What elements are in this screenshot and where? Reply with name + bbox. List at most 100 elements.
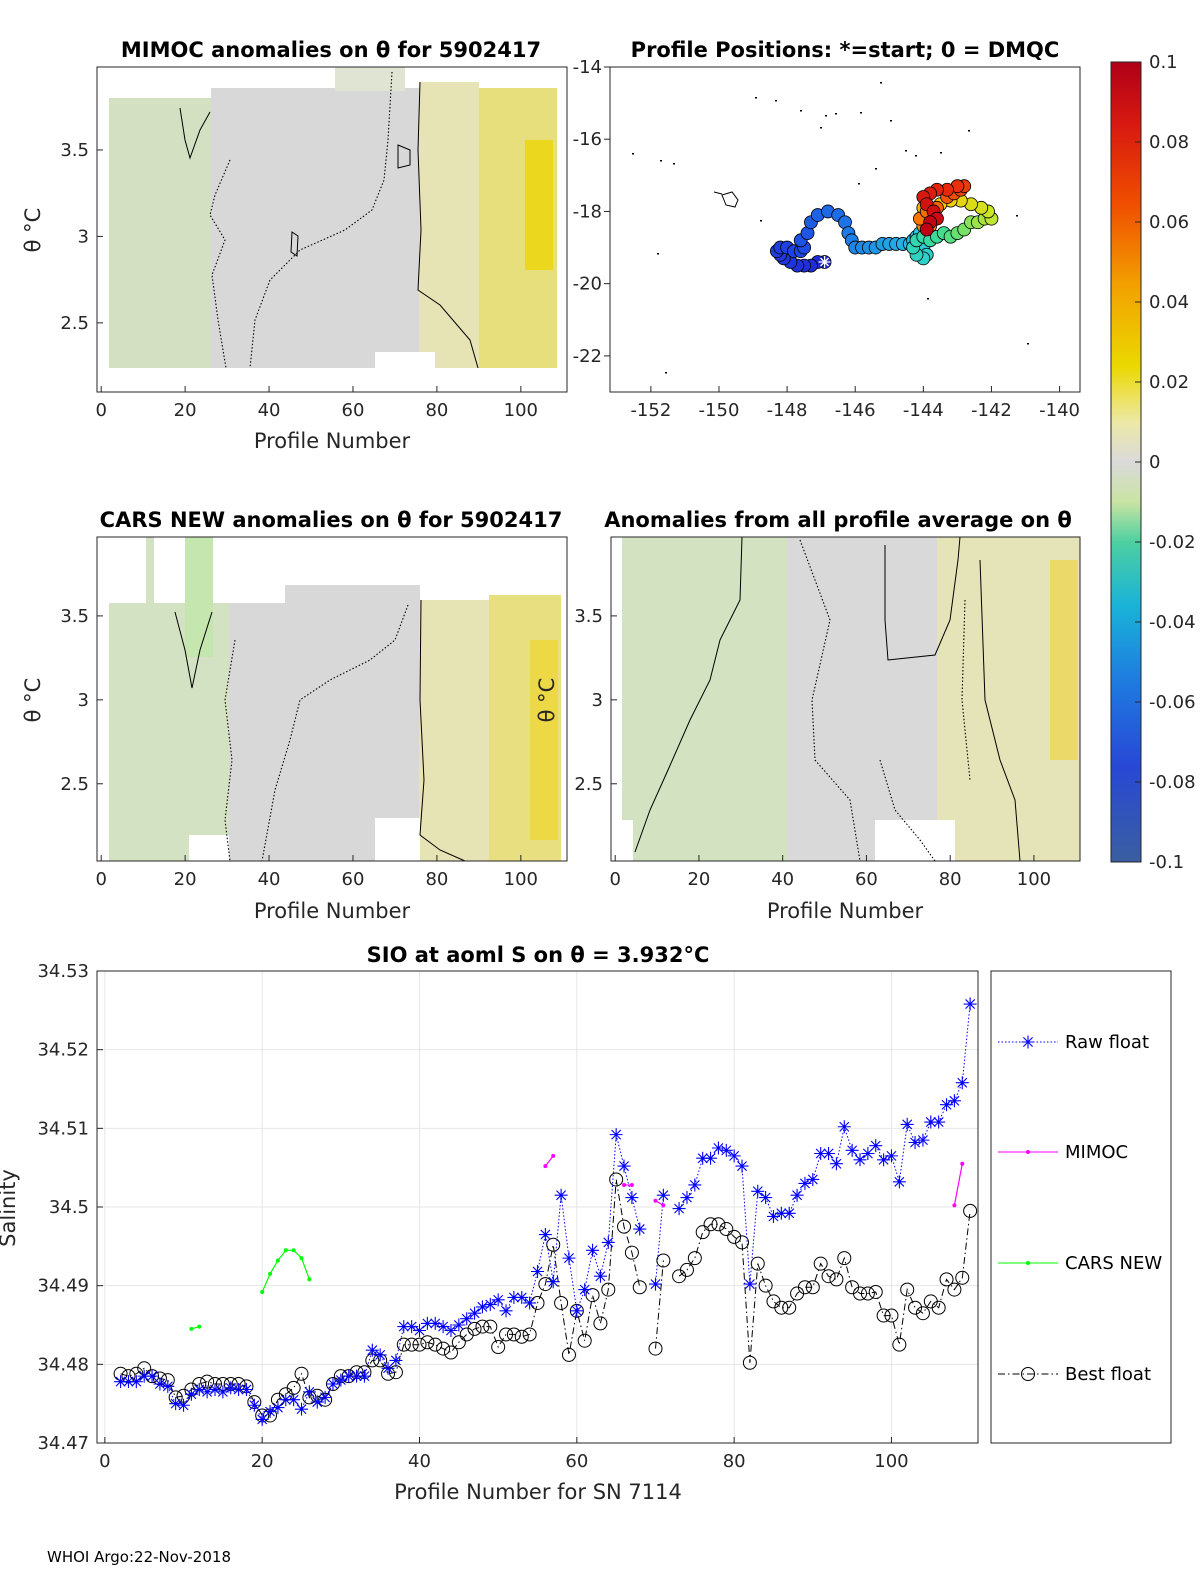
y-tick-label: 2.5 <box>60 313 89 334</box>
raw-float-point <box>696 1151 710 1165</box>
legend-dot <box>1026 1150 1030 1154</box>
bathymetry-contour <box>713 191 739 208</box>
salinity-ticks: 0 20 40 60 80 100 34.47 34.48 34.49 34.5 34.51 34.5… <box>37 961 908 1472</box>
best-float-point <box>396 1337 411 1352</box>
raw-float-line <box>120 1003 971 1421</box>
avg-ticks: 0 20 40 60 80 100 2.5 3 3.5 <box>574 606 1051 890</box>
raw-float-point <box>932 1115 946 1129</box>
raw-float-point <box>499 1304 513 1318</box>
y-tick-label: -22 <box>573 346 602 367</box>
best-float-point <box>963 1203 978 1218</box>
cars-new-point <box>307 1277 312 1282</box>
x-tick-label: 100 <box>504 400 538 421</box>
raw-float-point <box>845 1143 859 1157</box>
salinity-grid <box>97 970 978 1444</box>
best-float-point <box>947 1282 962 1297</box>
raw-float-point <box>468 1306 482 1320</box>
mimoc-line <box>544 1155 554 1167</box>
raw-float-point <box>861 1147 875 1161</box>
salinity-series <box>113 997 978 1426</box>
best-float-point <box>475 1319 490 1334</box>
raw-float-point <box>247 1398 261 1412</box>
raw-float-point <box>672 1202 686 1216</box>
best-float-point <box>805 1280 820 1295</box>
x-tick-label: 0 <box>95 869 106 890</box>
positions-title: Profile Positions: *=start; 0 = DMQC <box>631 38 1060 62</box>
legend-circle <box>1021 1367 1035 1381</box>
colorbar-ticks: 0.1 0.08 0.06 0.04 0.02 0 -0.02 -0.04 -0.06 -0.08… <box>1135 52 1196 873</box>
x-tick-label: 40 <box>258 400 281 421</box>
best-float-point <box>404 1337 419 1352</box>
raw-float-point <box>184 1387 198 1401</box>
raw-float-point <box>515 1290 529 1304</box>
best-float-point <box>915 1306 930 1321</box>
raw-float-point <box>538 1228 552 1242</box>
mimoc-contour-hook <box>179 107 211 160</box>
raw-float-point <box>570 1304 584 1318</box>
raw-float-point <box>357 1369 371 1383</box>
mimoc-axes-box <box>96 66 568 393</box>
x-tick-label: 20 <box>174 869 197 890</box>
best-float-point <box>506 1327 521 1342</box>
best-float-point <box>514 1329 529 1344</box>
raw-float-point <box>232 1383 246 1397</box>
raw-float-point <box>648 1277 662 1291</box>
mimoc-point <box>629 1182 634 1187</box>
best-float-point <box>695 1225 710 1240</box>
x-tick-label: 40 <box>408 1451 431 1472</box>
raw-float-point <box>334 1373 348 1387</box>
avg-title: Anomalies from all profile average on θ <box>604 508 1072 532</box>
raw-float-point <box>491 1293 505 1307</box>
cars-title: CARS NEW anomalies on θ for 5902417 <box>100 508 563 532</box>
y-tick-label: 34.5 <box>49 1197 89 1218</box>
colorbar-tick-label: -0.1 <box>1149 852 1184 873</box>
raw-float-point <box>940 1098 954 1112</box>
cars-tower-b <box>185 537 213 657</box>
best-float-point <box>884 1308 899 1323</box>
y-tick-label: 2.5 <box>60 774 89 795</box>
raw-float-point <box>287 1393 301 1407</box>
mimoc-point <box>960 1161 965 1166</box>
colorbar-tick-label: -0.06 <box>1149 692 1196 713</box>
track-group <box>769 179 999 273</box>
cars-new-point <box>189 1326 194 1331</box>
cars-gap-a <box>189 835 229 861</box>
raw-float-point <box>719 1143 733 1157</box>
raw-float-point <box>798 1176 812 1190</box>
best-float-point <box>900 1282 915 1297</box>
avg-field-grey <box>787 537 937 861</box>
raw-float-point <box>279 1393 293 1407</box>
raw-float-point <box>743 1277 757 1291</box>
best-float-point <box>782 1300 797 1315</box>
raw-float-point <box>302 1385 316 1399</box>
best-float-point <box>892 1337 907 1352</box>
legend-label: Best float <box>1065 1364 1151 1385</box>
raw-float-point <box>924 1115 938 1129</box>
x-tick-label: 80 <box>425 400 448 421</box>
cars-new-point <box>291 1248 296 1253</box>
colorbar-tick-label: 0 <box>1149 452 1160 473</box>
raw-float-point <box>507 1290 521 1304</box>
best-float-point <box>436 1341 451 1356</box>
mimoc-gap <box>375 352 435 369</box>
mimoc-point <box>622 1182 627 1187</box>
raw-float-point <box>735 1159 749 1173</box>
y-tick-label: 3 <box>592 690 603 711</box>
raw-float-point <box>766 1209 780 1223</box>
x-tick-label: 40 <box>771 869 794 890</box>
y-tick-label: 34.51 <box>37 1118 89 1139</box>
x-tick-label: 80 <box>723 1451 746 1472</box>
raw-float-point <box>200 1385 214 1399</box>
colorbar-tick-label: 0.1 <box>1149 52 1178 73</box>
best-float-point <box>703 1217 718 1232</box>
avg-contour-dots-a <box>799 539 861 862</box>
best-float-point <box>813 1256 828 1271</box>
best-float-point <box>609 1172 624 1187</box>
cars-new-point <box>299 1256 304 1261</box>
legend: Raw float MIMOC CARS NEW Best float <box>990 970 1172 1444</box>
best-float-point <box>679 1262 694 1277</box>
mimoc-point <box>661 1203 666 1208</box>
best-float-point <box>766 1294 781 1309</box>
raw-float-point <box>617 1159 631 1173</box>
raw-float-point <box>224 1381 238 1395</box>
